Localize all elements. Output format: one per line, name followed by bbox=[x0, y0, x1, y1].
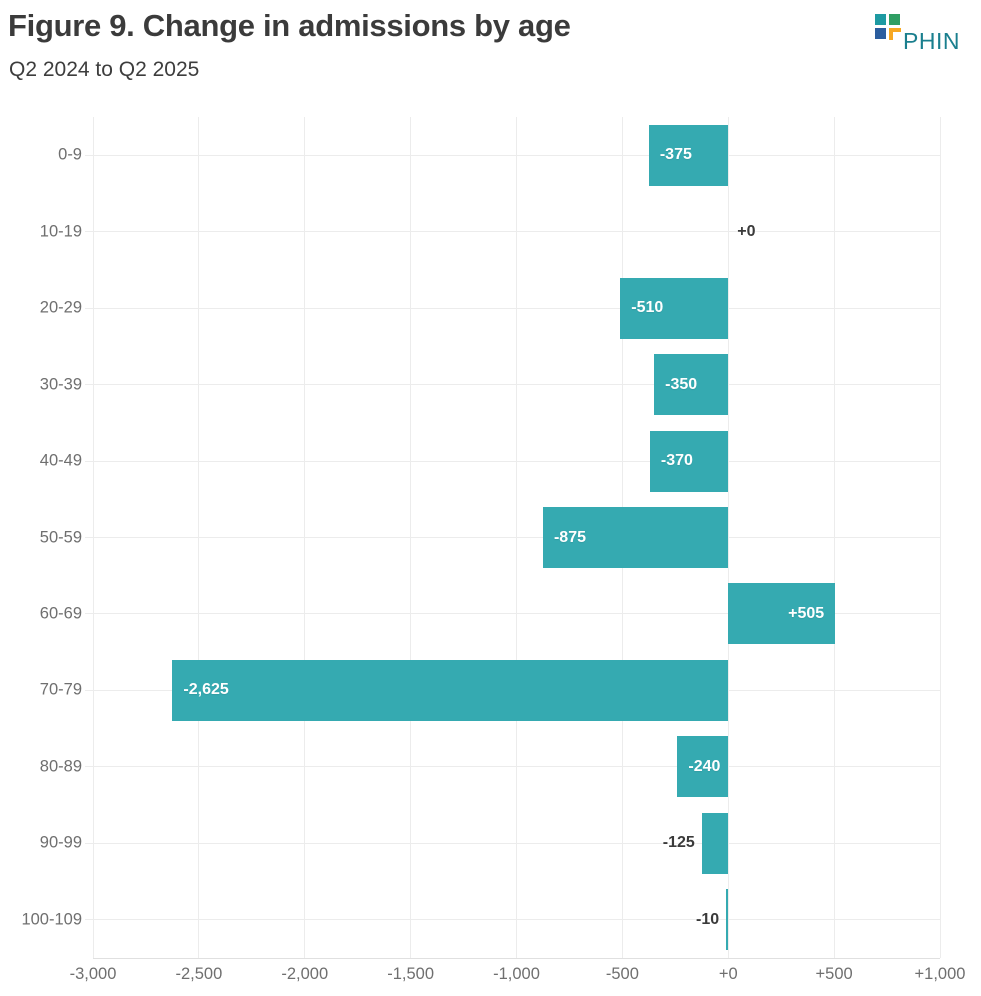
y-gridline bbox=[85, 919, 940, 921]
figure-title: Figure 9. Change in admissions by age bbox=[8, 8, 571, 43]
bar-value-label: -240 bbox=[688, 757, 721, 775]
y-axis-category-label: 40-49 bbox=[39, 451, 82, 470]
figure-header: Figure 9. Change in admissions by age Q2… bbox=[0, 0, 981, 110]
bar bbox=[542, 507, 729, 568]
x-axis-tick-label: -1,500 bbox=[387, 965, 435, 983]
y-gridline bbox=[85, 842, 940, 844]
logo-corner-bracket-icon bbox=[889, 28, 902, 40]
y-gridline bbox=[85, 231, 940, 233]
y-axis-category-label: 90-99 bbox=[39, 833, 82, 852]
bar-value-label: -2,625 bbox=[183, 681, 229, 699]
bar-value-label: +0 bbox=[737, 222, 756, 240]
x-gridline bbox=[939, 117, 941, 958]
y-gridline bbox=[85, 154, 940, 156]
bar-value-label: +505 bbox=[788, 604, 825, 622]
x-axis-tick-label: +500 bbox=[815, 965, 853, 983]
x-axis-tick-label: -2,000 bbox=[281, 965, 329, 983]
y-axis-category-label: 60-69 bbox=[39, 604, 82, 623]
figure-subtitle: Q2 2024 to Q2 2025 bbox=[9, 58, 200, 81]
y-axis-category-label: 70-79 bbox=[39, 680, 82, 699]
y-axis-category-label: 10-19 bbox=[39, 222, 82, 241]
y-gridline bbox=[85, 766, 940, 768]
y-gridline bbox=[85, 537, 940, 538]
x-axis-line bbox=[93, 957, 940, 959]
bar-value-label: -875 bbox=[553, 528, 586, 546]
bar bbox=[620, 277, 729, 339]
bar bbox=[648, 124, 729, 186]
y-axis-category-label: 20-29 bbox=[39, 298, 82, 317]
x-axis-tick-label: -3,000 bbox=[69, 965, 117, 983]
phin-logo-text: PHIN bbox=[903, 28, 960, 54]
y-axis-category-label: 100-109 bbox=[21, 910, 82, 929]
bar-value-label: -125 bbox=[662, 834, 695, 852]
bar-value-label: -375 bbox=[659, 146, 692, 164]
y-gridline bbox=[85, 307, 940, 309]
logo-square-teal bbox=[875, 14, 887, 25]
x-axis-tick-label: -2,500 bbox=[175, 965, 223, 983]
bar-value-label: -10 bbox=[696, 910, 720, 928]
phin-logo: PHIN bbox=[875, 12, 960, 53]
y-axis-category-label: 30-39 bbox=[39, 375, 82, 394]
bar bbox=[726, 889, 729, 951]
bar-value-label: -510 bbox=[631, 299, 664, 317]
x-axis-tick-label: -1,000 bbox=[493, 965, 540, 983]
phin-logo-mark-icon bbox=[875, 14, 902, 42]
logo-square-blue bbox=[875, 28, 887, 39]
bar bbox=[649, 430, 729, 492]
y-gridline bbox=[85, 460, 940, 462]
bar bbox=[701, 812, 729, 874]
bar bbox=[654, 354, 729, 416]
y-gridline bbox=[85, 384, 940, 386]
y-axis-category-label: 50-59 bbox=[39, 528, 82, 546]
x-axis-tick-label: +0 bbox=[718, 965, 738, 983]
bar bbox=[728, 583, 836, 645]
bar-value-label: -350 bbox=[665, 375, 698, 393]
bar-value-label: -370 bbox=[660, 452, 693, 470]
bar bbox=[172, 659, 729, 721]
y-gridline bbox=[85, 613, 940, 615]
x-axis-tick-label: +1,000 bbox=[914, 965, 966, 983]
y-axis-category-label: 80-89 bbox=[39, 757, 82, 776]
y-axis-category-label: 0-9 bbox=[58, 145, 82, 164]
x-axis-tick-label: -500 bbox=[605, 965, 639, 983]
bar bbox=[677, 736, 729, 798]
logo-square-green bbox=[889, 14, 901, 25]
